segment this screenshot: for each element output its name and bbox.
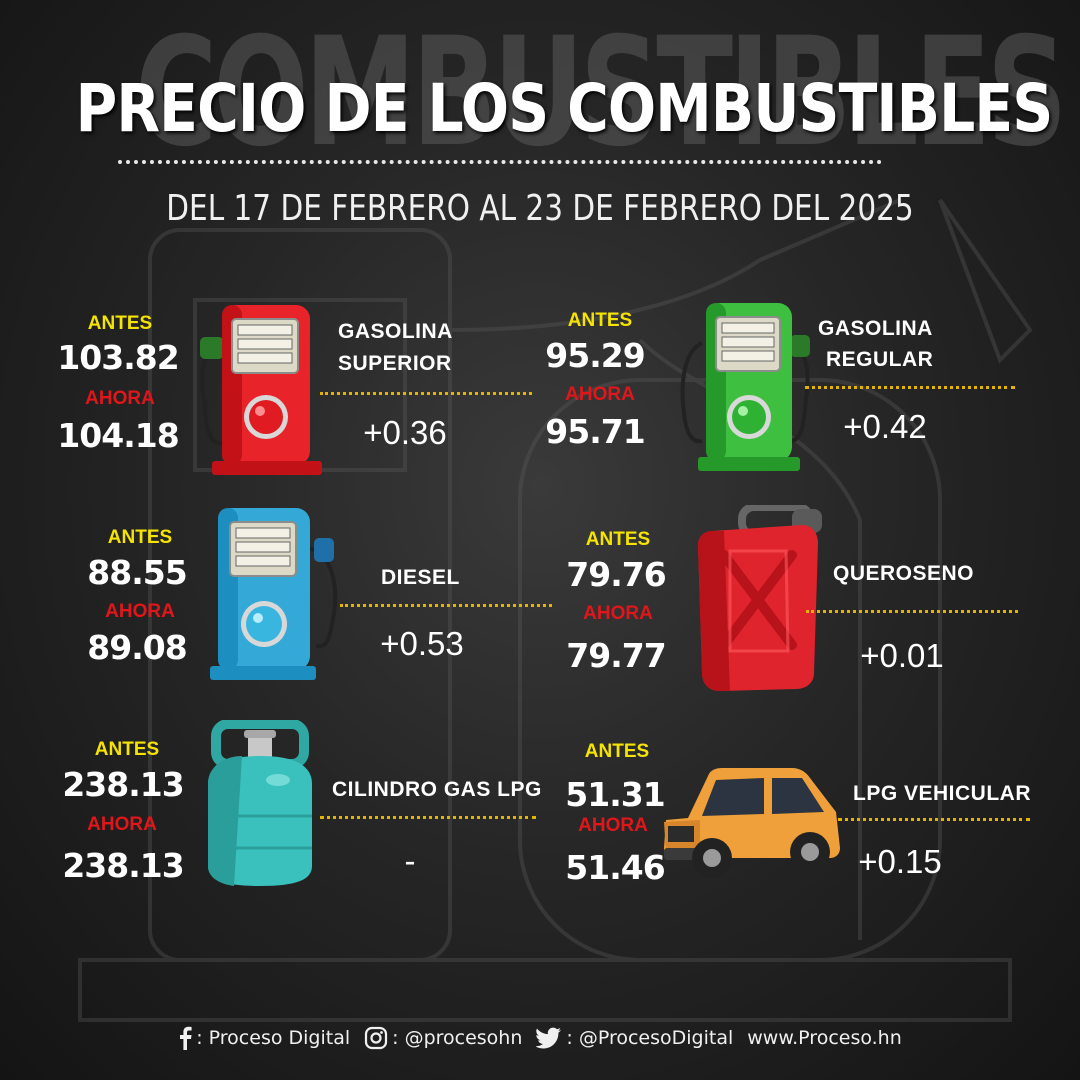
before-price: 51.31 [565,775,665,814]
dotted-divider [806,610,1018,613]
background-word: COMBUSTIBLES [135,6,1068,180]
fuel-name-line1: GASOLINA [338,320,453,343]
now-price: 79.77 [566,636,666,675]
before-price: 88.55 [87,553,187,592]
before-price: 79.76 [566,555,666,594]
fuel-name-line1: LPG VEHICULAR [853,782,1032,805]
now-price: 89.08 [87,628,187,667]
before-price: 238.13 [62,765,184,804]
fuel-name-line1: DIESEL [381,566,460,589]
green-fuel-pump-icon [680,303,810,471]
dotted-divider [320,816,536,819]
price-change: +0.53 [380,625,464,662]
price-change: +0.01 [860,637,944,674]
fuel-name-line1: GASOLINA [818,317,933,340]
before-label: ANTES [585,529,651,550]
before-label: ANTES [567,310,633,331]
website-url: www.Proceso.hn [747,1027,902,1049]
before-label: ANTES [87,313,153,334]
now-price: 95.71 [545,412,645,451]
now-label: AHORA [105,601,175,622]
dotted-divider [805,386,1015,389]
red-fuel-pump-icon [200,305,322,475]
before-label: ANTES [94,739,160,760]
fuel-name-line1: CILINDRO GAS LPG [332,778,542,801]
footer-social-links: : Proceso Digital : @procesohn : @Proces… [0,1020,1080,1056]
dotted-divider [838,818,1030,821]
instagram-handle: : @procesohn [392,1027,523,1049]
blue-fuel-pump-icon [210,508,338,680]
now-label: AHORA [583,603,653,624]
gas-cylinder-icon [208,720,312,886]
fuel-name-line2: REGULAR [826,348,934,371]
twitter-handle: : @ProcesoDigital [566,1027,734,1049]
page-title: PRECIO DE LOS COMBUSTIBLES [75,70,1054,147]
orange-suv-icon [664,768,840,878]
before-price: 95.29 [545,336,645,375]
title-divider [118,160,882,164]
before-label: ANTES [584,741,650,762]
twitter-bird-icon [536,1027,562,1049]
before-label: ANTES [107,527,173,548]
now-label: AHORA [87,814,157,835]
now-price: 104.18 [57,416,179,455]
fuel-name-line2: SUPERIOR [338,352,452,375]
website-link[interactable]: www.Proceso.hn [747,1027,902,1049]
price-change: +0.15 [858,843,942,880]
twitter-link[interactable]: : @ProcesoDigital [536,1027,733,1049]
now-price: 238.13 [62,846,184,885]
instagram-icon [365,1026,388,1050]
price-change: +0.42 [843,408,927,445]
before-price: 103.82 [57,338,179,377]
date-range-subtitle: DEL 17 DE FEBRERO AL 23 DE FEBRERO DEL 2… [166,188,914,229]
dotted-divider [340,604,552,607]
facebook-handle: : Proceso Digital [196,1027,351,1049]
now-label: AHORA [565,384,635,405]
facebook-link[interactable]: : Proceso Digital [178,1026,350,1050]
now-price: 51.46 [565,848,665,887]
red-jerrycan-icon [698,505,822,691]
price-change: - [404,842,416,879]
dotted-divider [320,392,532,395]
fuel-name-line1: QUEROSENO [833,562,975,585]
facebook-icon [180,1026,192,1050]
instagram-link[interactable]: : @procesohn [364,1026,522,1050]
now-label: AHORA [578,815,648,836]
now-label: AHORA [85,388,155,409]
price-change: +0.36 [363,414,447,451]
